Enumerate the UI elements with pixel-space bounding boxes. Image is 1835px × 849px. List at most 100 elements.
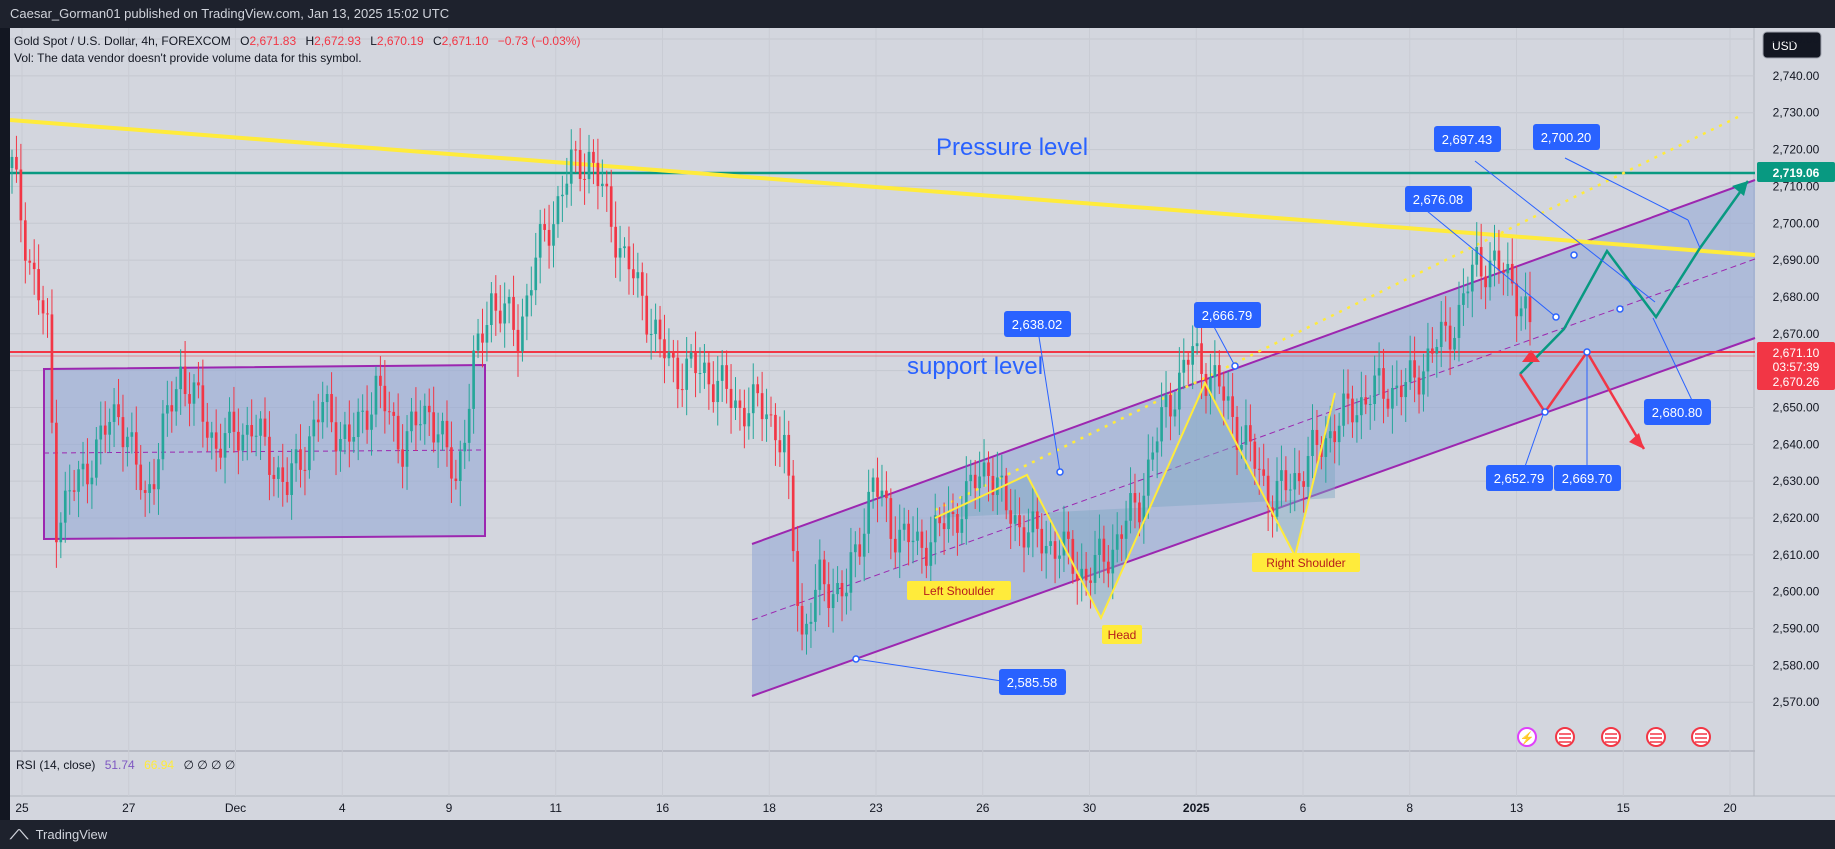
candle-body [232,411,236,432]
time-axis[interactable] [10,796,1835,820]
callout-2680[interactable]: 2,680.80 [1644,399,1711,425]
callout-2666[interactable]: 2,666.79 [1194,302,1261,328]
candle-body [401,449,404,467]
candle-body [330,394,333,423]
candle-body [188,394,191,404]
price-axis[interactable] [1755,28,1835,796]
callout-2676[interactable]: 2,676.08 [1405,186,1472,212]
right-shoulder-tag-bg [1252,553,1360,572]
candle-body [1506,263,1510,274]
price-tick-label: 2,700.00 [1773,216,1820,230]
candle-body [370,414,373,430]
candle-body [1173,409,1177,417]
price-tick-label: 2,610.00 [1773,548,1820,562]
candle-body [1075,573,1079,581]
candle-body [1404,382,1408,398]
candle-body [920,531,924,548]
candle-body [525,295,529,317]
candle-body [827,584,831,609]
candle-body [592,151,595,163]
price-tick-label: 2,710.00 [1773,179,1820,193]
candle-body [392,411,396,416]
candle-body [1022,527,1026,548]
candle-body [1044,545,1048,554]
legend: Gold Spot / U.S. Dollar, 4h, FOREXCOM O2… [14,34,580,65]
legend-c-value: 2,671.10 [442,34,489,48]
candle-body [170,405,174,412]
candle-body [387,411,391,413]
candle-body [1528,296,1532,323]
left-shoulder-label: Left Shoulder [923,584,994,598]
callout-2700[interactable]: 2,700.20 [1533,124,1600,150]
candle-body [139,464,143,491]
candle-body [374,375,378,415]
callout-2638[interactable]: 2,638.02 [1004,311,1071,337]
candle-body [28,260,32,263]
candle-body [978,476,981,489]
candle-body [1027,532,1030,548]
candle-body [23,220,27,261]
candle-body [276,467,280,479]
support-level-label: support level [907,353,1043,380]
anchor-2669 [1583,348,1591,356]
candle-body [343,424,347,439]
candle-body [1502,270,1505,274]
candle-body [1244,425,1248,445]
anchor-2680 [1616,305,1624,313]
candle-body [334,422,338,452]
candle-body [1284,470,1288,491]
callout-2669[interactable]: 2,669.70 [1554,465,1621,491]
callout-2697[interactable]: 2,697.43 [1434,126,1501,152]
candle-body [1373,375,1376,405]
time-tick-label: 30 [1083,801,1097,815]
candle-body [148,484,151,493]
candle-body [1182,359,1186,373]
candle-body [254,435,258,437]
candle-body [862,533,866,557]
candle-body [982,462,986,477]
us-flag-icon[interactable] [1691,727,1711,747]
bearish-arrow-head [1629,433,1644,449]
lightning-event-icon[interactable] [1517,727,1537,747]
callout-2585[interactable]: 2,585.58 [999,669,1066,695]
low-price-text: 2,670.26 [1773,375,1820,389]
candle-body [498,310,502,324]
time-tick-label: 16 [656,801,670,815]
candle-body [1200,343,1203,374]
candle-body [95,439,98,478]
anchor-2666 [1231,362,1239,370]
candle-body [112,404,116,422]
candle-body [81,463,85,470]
us-flag-icon[interactable] [1646,727,1666,747]
price-chart[interactable]: Pressure level support level Left Should… [10,28,1835,820]
candle-body [161,413,165,460]
candle-body [565,183,569,195]
candle-body [1160,407,1163,442]
candle-body [1302,481,1305,487]
candle-body [32,262,36,270]
callout-2652[interactable]: 2,652.79 [1486,465,1553,491]
candle-body [223,433,227,458]
candle-body [414,411,418,426]
time-tick-label: 18 [763,801,777,815]
channel-midline [751,258,1756,621]
candle-body [1275,480,1279,517]
us-flag-icon[interactable] [1555,727,1575,747]
candle-body [481,333,484,343]
candle-body [889,498,893,539]
currency-label: USD [1772,39,1798,53]
candle-body [845,592,848,597]
candle-body [1257,468,1261,470]
candle-body [290,463,293,495]
candle-body [1217,365,1221,387]
price-tick-label: 2,630.00 [1773,474,1820,488]
currency-button[interactable]: USD [1762,31,1822,59]
candle-body [1035,511,1039,529]
candle-body [134,432,138,465]
candle-body [352,437,356,442]
candle-body [383,385,387,412]
candle-body [956,514,959,533]
candle-body [512,296,515,330]
us-flag-icon[interactable] [1601,727,1621,747]
candle-body [259,418,262,436]
